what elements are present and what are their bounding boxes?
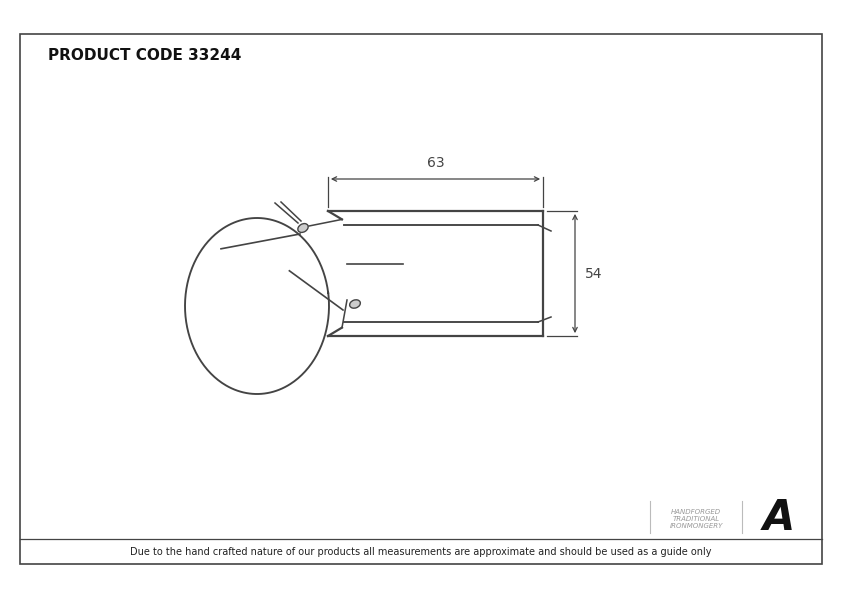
Text: 54: 54 [585,266,603,281]
Text: HANDFORGED: HANDFORGED [671,509,721,515]
Text: Due to the hand crafted nature of our products all measurements are approximate : Due to the hand crafted nature of our pr… [131,547,711,557]
Text: 63: 63 [427,156,445,170]
Text: IRONMONGERY: IRONMONGERY [669,523,722,529]
Ellipse shape [349,300,360,308]
Text: PRODUCT CODE 33244: PRODUCT CODE 33244 [48,48,242,64]
Text: A: A [763,497,795,539]
Text: TRADITIONAL: TRADITIONAL [673,516,720,522]
Ellipse shape [298,224,308,232]
Bar [20,34,822,564]
